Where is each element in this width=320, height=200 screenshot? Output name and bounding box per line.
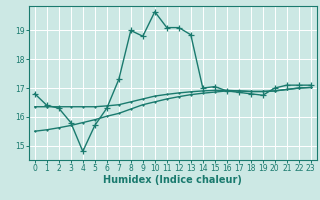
X-axis label: Humidex (Indice chaleur): Humidex (Indice chaleur) (103, 175, 242, 185)
